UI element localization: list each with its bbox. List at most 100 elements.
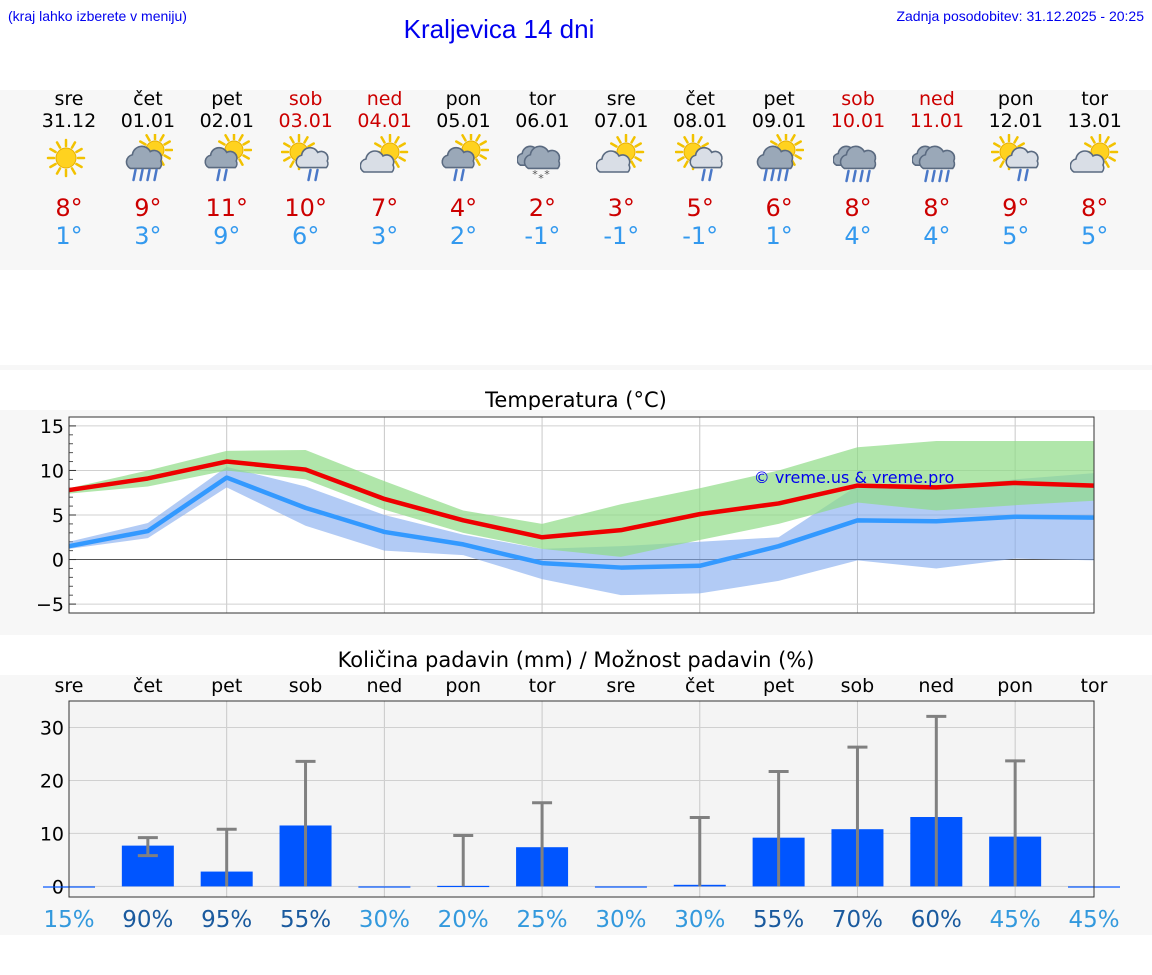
light-rain-sun-icon bbox=[280, 134, 329, 182]
day-forecast: čet 01.01 9° 3° bbox=[108, 88, 188, 250]
max-temperature: 9° bbox=[1002, 194, 1030, 222]
y-tick-label: −5 bbox=[36, 594, 64, 616]
y-tick-label: 15 bbox=[40, 416, 64, 438]
svg-text:*: * bbox=[545, 168, 551, 181]
min-temperature: 4° bbox=[923, 222, 951, 250]
temperature-chart: −5 0 5 10 15 © vreme.us & vreme.pro bbox=[36, 416, 1095, 616]
day-name: pet bbox=[211, 88, 243, 110]
watermark: © vreme.us & vreme.pro bbox=[754, 468, 955, 487]
min-temperature: 9° bbox=[213, 222, 241, 250]
precipitation-probability: 45% bbox=[1068, 907, 1119, 933]
min-temperature: 3° bbox=[134, 222, 162, 250]
day-name: čet bbox=[133, 88, 163, 110]
day-name: sre bbox=[606, 88, 636, 110]
category-label: pet bbox=[211, 675, 242, 697]
y-tick-label: 0 bbox=[52, 550, 64, 572]
max-temperature: 4° bbox=[449, 194, 478, 222]
category-label: tor bbox=[1081, 675, 1108, 697]
day-forecast: čet 08.01 5° -1° bbox=[660, 88, 740, 250]
max-temperature: 3° bbox=[607, 194, 635, 222]
max-temperature-range bbox=[69, 441, 1094, 557]
day-name: sob bbox=[841, 88, 875, 110]
category-label: pet bbox=[763, 675, 794, 697]
max-temperature: 8° bbox=[1081, 194, 1109, 222]
day-name: pon bbox=[445, 88, 482, 110]
rain-cloud-icon bbox=[833, 145, 877, 183]
day-date: 11.01 bbox=[909, 110, 965, 132]
min-temperature: 4° bbox=[844, 222, 872, 250]
precipitation-probability: 25% bbox=[517, 907, 568, 933]
light-rain-sun-icon bbox=[990, 134, 1039, 182]
precipitation-bar bbox=[594, 886, 647, 888]
max-temperature: 11° bbox=[205, 194, 249, 222]
day-date: 09.01 bbox=[751, 110, 807, 132]
min-temperature: 5° bbox=[1081, 222, 1109, 250]
category-label: čet bbox=[685, 675, 715, 697]
day-name: pon bbox=[997, 88, 1034, 110]
precipitation-probability: 70% bbox=[832, 907, 883, 933]
precipitation-probability: 30% bbox=[595, 907, 646, 933]
precipitation-probability: 55% bbox=[280, 907, 331, 933]
category-label: sre bbox=[55, 675, 84, 697]
snow-cloud-icon: * * * bbox=[517, 145, 561, 184]
min-temperature: 1° bbox=[55, 222, 83, 250]
separator bbox=[0, 365, 1152, 370]
day-forecast: sre 31.12 8° 1° bbox=[29, 88, 109, 250]
day-name: ned bbox=[366, 88, 403, 110]
max-temperature: 9° bbox=[134, 194, 162, 222]
precipitation-probability: 60% bbox=[911, 907, 962, 933]
category-label: pon bbox=[445, 675, 481, 697]
light-rain-sun-icon bbox=[675, 134, 723, 182]
day-forecast: ned 11.01 8° 4° bbox=[897, 88, 977, 250]
day-date: 05.01 bbox=[436, 110, 491, 132]
y-tick-label: 30 bbox=[40, 717, 64, 739]
location-hint: (kraj lahko izberete v meniju) bbox=[8, 8, 187, 24]
day-forecast: ned 04.01 7° 3° bbox=[345, 88, 425, 250]
category-label: pon bbox=[997, 675, 1033, 697]
day-forecast: tor 06.01 * * * 2° -1° bbox=[502, 88, 582, 250]
page-title: Kraljevica 14 dni bbox=[403, 14, 595, 44]
last-updated: Zadnja posodobitev: 31.12.2025 - 20:25 bbox=[896, 8, 1144, 24]
category-label: tor bbox=[529, 675, 556, 697]
max-temperature: 10° bbox=[284, 194, 327, 222]
precipitation-probability: 55% bbox=[753, 907, 804, 933]
forecast-band bbox=[0, 90, 1152, 270]
max-temperature: 2° bbox=[528, 194, 557, 222]
day-date: 06.01 bbox=[515, 110, 570, 132]
precipitation-probability: 95% bbox=[201, 907, 252, 933]
min-temperature: -1° bbox=[682, 222, 719, 250]
min-temperature: 6° bbox=[292, 222, 320, 250]
rain-cloud-sun-icon bbox=[756, 134, 805, 182]
precipitation-bar bbox=[358, 886, 411, 888]
day-name: sre bbox=[54, 88, 84, 110]
day-name: sob bbox=[288, 88, 323, 110]
category-label: ned bbox=[366, 675, 402, 697]
category-label: ned bbox=[918, 675, 954, 697]
day-forecast: pet 09.01 6° 1° bbox=[739, 88, 819, 250]
precipitation-probability: 30% bbox=[674, 907, 725, 933]
max-temperature: 8° bbox=[844, 194, 872, 222]
max-temperature: 7° bbox=[370, 194, 399, 222]
precipitation-chart-title: Količina padavin (mm) / Možnost padavin … bbox=[337, 648, 815, 672]
max-temperature: 5° bbox=[686, 194, 714, 222]
max-temperature: 8° bbox=[55, 194, 83, 222]
category-label: čet bbox=[133, 675, 163, 697]
precipitation-probability: 20% bbox=[438, 907, 489, 933]
precipitation-probability: 90% bbox=[122, 907, 173, 933]
day-date: 07.01 bbox=[594, 110, 649, 132]
day-date: 03.01 bbox=[278, 110, 333, 132]
temperature-chart-title: Temperatura (°C) bbox=[485, 388, 667, 412]
plot-frame bbox=[68, 700, 1095, 898]
max-temperature-line bbox=[68, 459, 1095, 540]
day-name: ned bbox=[918, 88, 955, 110]
day-date: 13.01 bbox=[1067, 110, 1122, 132]
y-tick-label: 5 bbox=[52, 505, 64, 527]
shower-cloud-sun-icon bbox=[441, 134, 489, 182]
plot-frame bbox=[68, 416, 1095, 614]
rain-cloud-icon bbox=[911, 145, 956, 183]
min-temperature: 2° bbox=[449, 222, 478, 250]
precipitation-probability: 15% bbox=[43, 907, 94, 933]
day-forecast: sob 03.01 10° 6° bbox=[266, 88, 346, 250]
category-label: sre bbox=[606, 675, 635, 697]
y-tick-label: 10 bbox=[40, 823, 64, 845]
